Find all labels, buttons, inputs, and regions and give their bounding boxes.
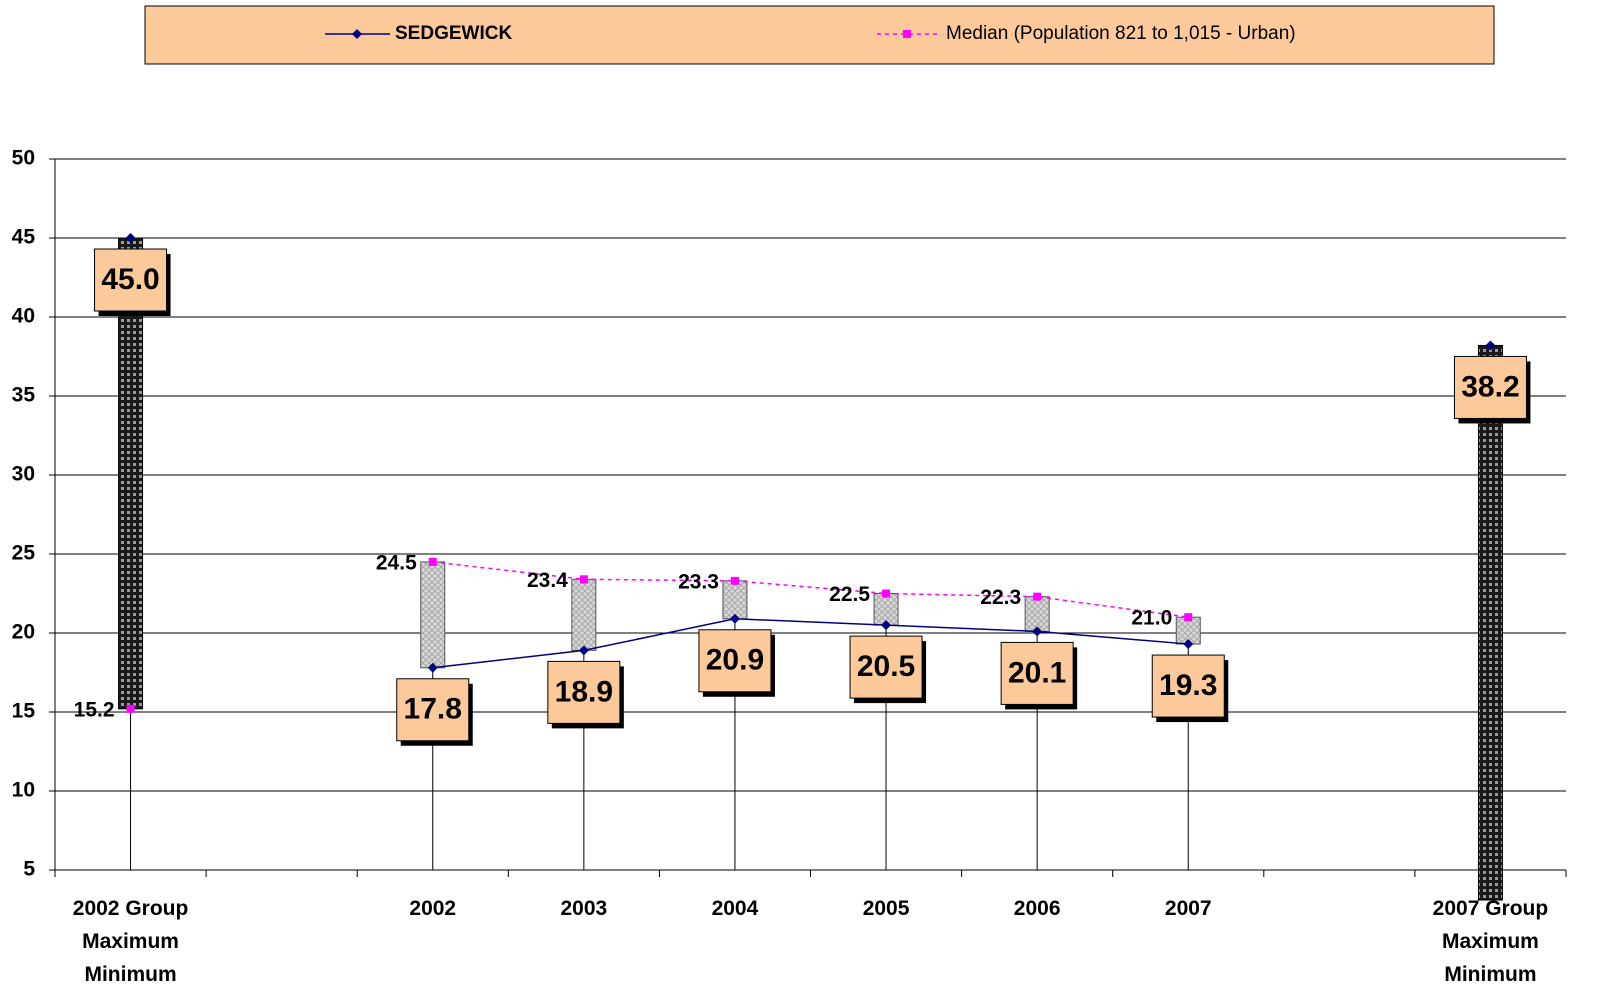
marker [578,645,589,656]
y-tick-label: 50 [12,147,35,170]
marker [729,613,740,624]
high-low-bar [1024,596,1050,632]
x-tick-label: 2006 [1013,897,1061,920]
data-label: 20.9 [706,644,764,677]
y-tick-label: 45 [12,226,36,249]
marker [1033,592,1042,601]
data-label: 19.3 [1159,669,1217,702]
label-box [1151,654,1225,718]
marker [882,589,891,598]
high-low-bar [1477,344,1503,901]
high-low-bar [420,561,446,669]
x-tick-label: 2002 [409,897,457,920]
high-low-bar [118,237,144,710]
x-tick-label: 2003 [560,897,608,920]
legend-marker [903,30,911,38]
y-tick-label: 30 [12,463,35,486]
high-low-bar [722,580,748,620]
y-tick-label: 40 [12,305,35,328]
data-label: 20.1 [1008,656,1066,689]
label-box [1453,355,1527,419]
legend-box [144,5,1495,65]
marker [125,233,136,243]
marker [730,576,739,585]
y-tick-label: 5 [23,858,35,881]
label-box [1000,641,1074,705]
high-low-bar [571,578,597,651]
data-label: 45.0 [101,263,159,296]
y-tick-label: 35 [12,384,36,407]
series-line [432,618,1189,669]
marker [126,704,135,713]
marker [881,620,892,631]
data-label: 21.0 [1131,607,1172,630]
x-tick-label: 2004 [711,897,759,920]
y-tick-label: 25 [12,542,36,565]
legend-label: Median (Population 821 to 1,015 - Urban) [946,23,1296,44]
data-label: 20.5 [857,650,915,683]
label-box [698,629,772,693]
legend-marker [352,29,362,39]
label-box [94,248,168,312]
marker [1485,340,1496,351]
data-label: 17.8 [404,693,462,726]
marker [579,575,588,584]
x-tick-label: 2005 [862,897,910,920]
marker [1183,639,1194,650]
series-line [432,561,1189,618]
marker [1032,626,1043,637]
legend-label: SEDGEWICK [395,23,512,44]
marker [427,662,438,673]
data-label: 22.5 [829,583,870,606]
x-tick-label: 2002 Group Maximum Minimum [72,897,189,986]
data-label: 23.4 [527,569,568,592]
data-label: 15.2 [74,698,115,721]
data-label: 18.9 [555,675,613,708]
label-box [849,635,923,699]
y-tick-label: 15 [12,700,36,723]
x-tick-label: 2007 Group Maximum Minimum [1432,897,1549,986]
y-tick-label: 10 [12,779,35,802]
data-label: 22.3 [980,586,1021,609]
data-label: 23.3 [678,570,719,593]
marker [1184,613,1193,622]
label-box [396,678,470,742]
marker [428,557,437,566]
y-tick-label: 20 [12,621,35,644]
x-tick-label: 2007 [1164,897,1212,920]
data-label: 24.5 [376,551,417,574]
label-box [547,660,621,724]
data-label: 38.2 [1461,370,1519,403]
